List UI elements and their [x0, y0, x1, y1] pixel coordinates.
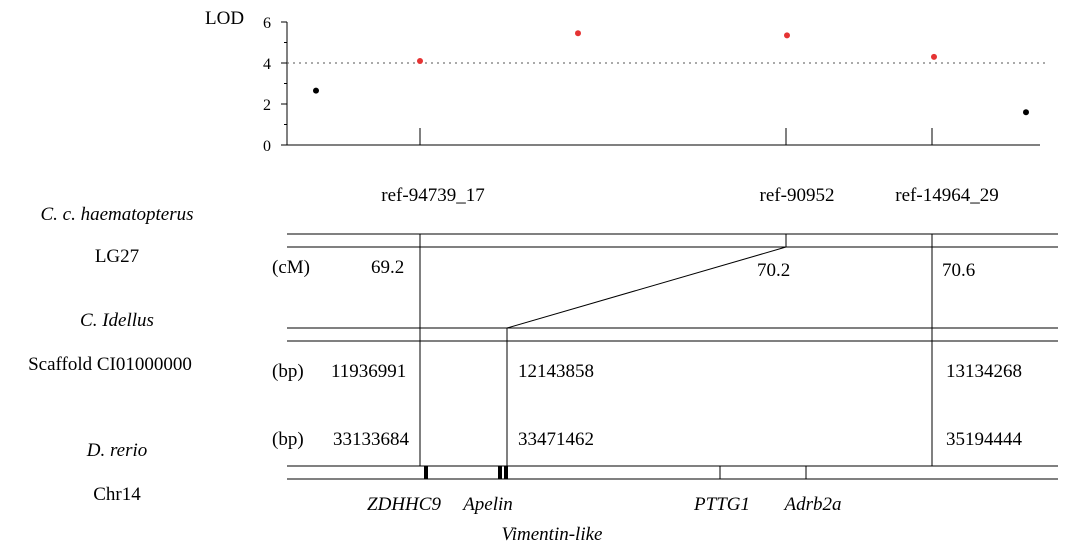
rerio-bp-3: 35194444	[946, 429, 1023, 450]
species-name-idellus: C. Idellus	[80, 310, 154, 331]
gene-label-vimentin-like: Vimentin-like	[502, 524, 603, 545]
group-label-lg27: LG27	[95, 246, 139, 267]
gene-mark-apelin	[498, 466, 502, 479]
lod-points	[313, 30, 1029, 116]
unit-bp-idellus: (bp)	[272, 361, 304, 382]
lod-plot: LOD 0 2 4 6	[205, 8, 1045, 155]
y-tick-label-1: 2	[263, 97, 271, 114]
y-axis-ticks: 0 2 4 6	[263, 15, 287, 155]
chr14-bar	[287, 465, 1058, 480]
rerio-bp-1: 33133684	[333, 429, 410, 450]
group-label-chr14: Chr14	[93, 484, 141, 505]
marker-label-2: ref-90952	[760, 185, 835, 206]
gene-label-zdhhc9: ZDHHC9	[367, 494, 441, 515]
lod-point-2	[417, 57, 423, 64]
y-tick-label-2: 4	[263, 56, 271, 73]
gene-mark-zdhhc9	[424, 466, 428, 479]
scaffold-bar	[287, 327, 1058, 342]
unit-cm: (cM)	[272, 257, 310, 278]
gene-label-adrb2a: Adrb2a	[783, 494, 842, 515]
marker-label-3: ref-14964_29	[895, 185, 998, 206]
idellus-bp-1: 11936991	[331, 361, 406, 382]
unit-bp-rerio: (bp)	[272, 429, 304, 450]
lod-point-1	[313, 87, 319, 94]
gene-label-apelin: Apelin	[461, 494, 513, 515]
species-name-haematopterus: C. c. haematopterus	[40, 204, 193, 225]
cm-value-3: 70.6	[942, 260, 975, 281]
cm-value-2: 70.2	[757, 260, 790, 281]
connector-ref-90952-diagonal	[506, 246, 787, 329]
gene-mark-vimentin-like	[504, 466, 508, 479]
species-name-rerio: D. rerio	[86, 440, 148, 461]
cm-value-1: 69.2	[371, 257, 404, 278]
y-tick-label-0: 0	[263, 138, 271, 155]
lod-point-4	[784, 32, 790, 39]
gene-label-pttg1: PTTG1	[693, 494, 750, 515]
lod-point-5	[931, 53, 937, 60]
lod-point-6	[1023, 109, 1029, 116]
group-label-scaffold: Scaffold CI01000000	[28, 354, 192, 375]
idellus-bp-3: 13134268	[946, 361, 1022, 382]
idellus-bp-2: 12143858	[518, 361, 594, 382]
y-tick-label-3: 6	[263, 15, 271, 32]
rerio-bp-2: 33471462	[518, 429, 594, 450]
lg27-bar	[287, 233, 1058, 248]
y-axis-label: LOD	[205, 8, 244, 29]
lod-point-3	[575, 30, 581, 37]
marker-label-1: ref-94739_17	[381, 185, 484, 206]
